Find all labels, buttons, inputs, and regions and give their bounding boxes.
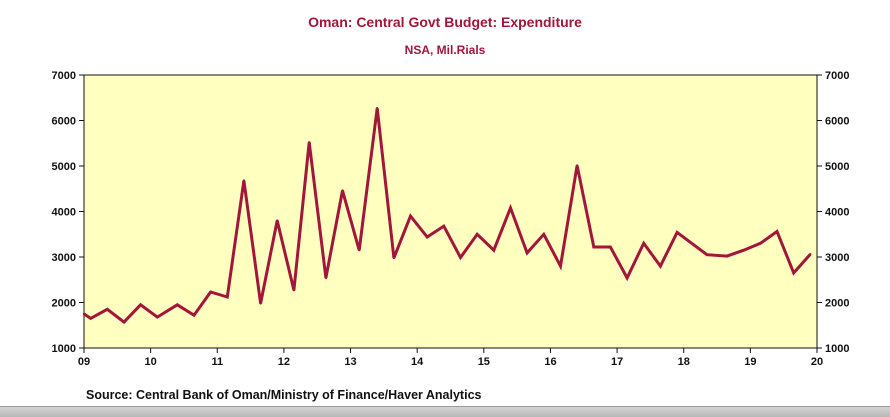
data-point — [809, 253, 812, 256]
data-point — [725, 254, 729, 258]
data-point — [89, 317, 92, 320]
data-point — [659, 264, 662, 268]
data-point — [324, 276, 328, 280]
data-point — [209, 290, 212, 294]
y-tick-label-right: 7000 — [825, 70, 849, 82]
y-tick-label-left: 5000 — [52, 161, 76, 173]
x-tick-label: 15 — [478, 356, 490, 368]
data-point — [292, 289, 296, 292]
data-point — [609, 245, 612, 249]
data-point — [341, 189, 344, 192]
y-tick-label-left: 2000 — [52, 298, 76, 310]
data-point — [742, 248, 745, 252]
x-tick-label: 10 — [145, 356, 157, 368]
data-point — [192, 314, 196, 317]
plot-area — [83, 74, 818, 349]
data-point — [392, 256, 396, 260]
data-point — [276, 219, 279, 222]
data-point — [308, 141, 311, 144]
window-bottom-scrollbar[interactable] — [0, 406, 890, 417]
data-point — [759, 242, 762, 245]
data-point — [775, 230, 779, 233]
data-point — [409, 214, 412, 218]
data-point — [575, 164, 579, 167]
x-tick-label: 11 — [211, 356, 223, 368]
y-tick-label-left: 6000 — [52, 116, 76, 128]
data-point — [226, 295, 229, 299]
x-tick-label: 09 — [78, 356, 90, 368]
y-axis-right: 1000 2000 3000 4000 5000 6000 7000 — [817, 70, 849, 355]
series-points — [82, 107, 812, 324]
data-point — [425, 235, 429, 239]
data-point — [242, 179, 246, 182]
x-tick-label: 19 — [744, 356, 756, 368]
y-axis-left: 1000 2000 3000 4000 5000 6000 7000 — [52, 70, 84, 355]
data-point — [675, 231, 679, 234]
data-point — [542, 233, 545, 236]
series-line — [83, 108, 812, 325]
data-point — [642, 242, 645, 245]
x-tick-label: 12 — [278, 356, 290, 368]
data-point — [156, 315, 159, 319]
data-point — [106, 308, 109, 311]
data-point — [122, 320, 126, 324]
data-point — [559, 264, 562, 268]
chart-title: Oman: Central Govt Budget: Expenditure — [308, 14, 582, 30]
data-point — [82, 312, 86, 316]
data-point — [492, 248, 496, 252]
y-tick-label-right: 4000 — [825, 207, 849, 219]
data-point — [475, 233, 479, 236]
data-point — [176, 303, 179, 306]
x-tick-label: 20 — [811, 356, 823, 368]
y-tick-label-right: 3000 — [825, 252, 849, 264]
data-point — [509, 206, 512, 210]
data-point — [259, 302, 262, 305]
y-tick-label-left: 7000 — [52, 70, 76, 82]
x-tick-label: 14 — [411, 356, 424, 368]
source-note: Source: Central Bank of Oman/Ministry of… — [86, 388, 482, 402]
data-point — [442, 224, 446, 228]
y-tick-label-right: 6000 — [825, 116, 849, 128]
x-tick-label: 13 — [344, 356, 356, 368]
x-axis: 09 10 11 12 13 14 15 16 17 18 19 20 — [78, 348, 823, 368]
data-point — [358, 248, 361, 252]
y-tick-label-left: 3000 — [52, 252, 76, 264]
data-point — [592, 245, 595, 249]
data-point — [625, 276, 629, 280]
x-tick-label: 18 — [678, 356, 690, 368]
y-tick-label-left: 4000 — [52, 207, 76, 219]
data-point — [459, 256, 462, 259]
data-point — [139, 303, 142, 306]
data-point — [792, 271, 795, 275]
chart-subtitle: NSA, Mil.Rials — [404, 43, 486, 57]
y-tick-label-right: 5000 — [825, 161, 849, 173]
data-point — [525, 251, 529, 255]
data-point — [705, 253, 709, 256]
data-point — [376, 107, 379, 110]
y-tick-label-right: 2000 — [825, 298, 849, 310]
y-tick-label-left: 1000 — [52, 343, 76, 355]
x-tick-label: 17 — [611, 356, 623, 368]
y-tick-label-right: 1000 — [825, 343, 849, 355]
x-tick-label: 16 — [544, 356, 556, 368]
